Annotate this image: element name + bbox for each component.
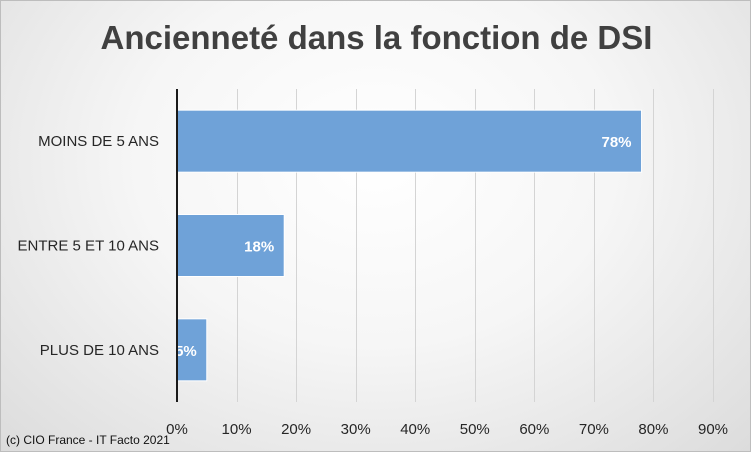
data-label: 18% (244, 239, 274, 256)
x-tick-label: 10% (222, 421, 252, 438)
bar (176, 214, 285, 277)
x-tick-label: 20% (281, 421, 311, 438)
bar (176, 109, 643, 173)
bar (176, 318, 208, 382)
chart-title: Ancienneté dans la fonction de DSI (100, 19, 653, 56)
x-tick-label: 90% (698, 421, 728, 438)
x-tick-label: 40% (400, 421, 430, 438)
x-tick-label: 80% (638, 421, 668, 438)
x-tick-label: 0% (166, 421, 188, 438)
credit-text: (c) CIO France - IT Facto 2021 (6, 433, 170, 447)
x-tick-label: 50% (460, 421, 490, 438)
data-label: 5% (175, 343, 197, 360)
category-label: PLUS DE 10 ANS (40, 342, 159, 359)
category-label: MOINS DE 5 ANS (38, 133, 159, 150)
x-tick-label: 60% (519, 421, 549, 438)
data-label: 78% (602, 134, 632, 151)
category-label: ENTRE 5 ET 10 ANS (18, 238, 159, 255)
x-tick-label: 70% (579, 421, 609, 438)
x-tick-label: 30% (341, 421, 371, 438)
